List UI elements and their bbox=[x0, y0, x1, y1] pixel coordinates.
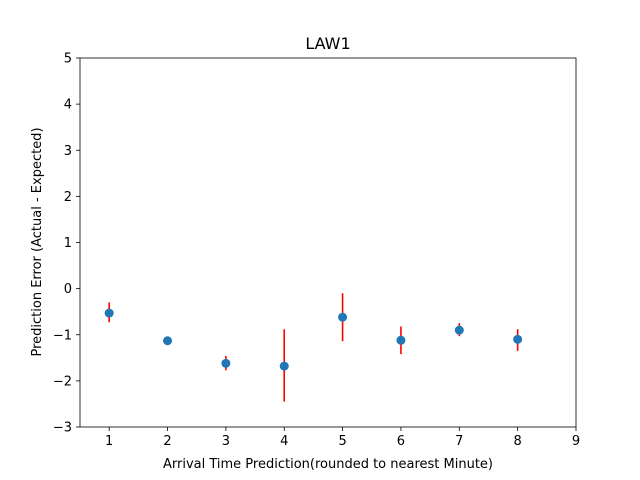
x-axis-label: Arrival Time Prediction(rounded to neare… bbox=[163, 457, 493, 472]
y-tick-label: −2 bbox=[53, 374, 72, 389]
data-point bbox=[279, 361, 289, 371]
y-tick-label: 4 bbox=[64, 98, 72, 113]
plot-frame bbox=[79, 57, 577, 428]
y-tick-label: 0 bbox=[64, 282, 72, 297]
data-point bbox=[104, 308, 114, 318]
x-tick-label: 1 bbox=[105, 434, 113, 449]
y-tick-label: −1 bbox=[53, 328, 72, 343]
y-axis-label: Prediction Error (Actual - Expected) bbox=[30, 127, 45, 356]
y-tick-label: 1 bbox=[64, 236, 72, 251]
data-point bbox=[163, 336, 173, 346]
x-tick-label: 8 bbox=[514, 434, 522, 449]
data-point bbox=[338, 312, 348, 322]
chart-title: LAW1 bbox=[305, 34, 350, 53]
plot-area: 1 2 3 4 5 6 7 8 9 −3 −2 −1 0 1 2 3 4 5 bbox=[53, 52, 580, 450]
x-tick-label: 3 bbox=[222, 434, 230, 449]
x-tick-label: 6 bbox=[397, 434, 405, 449]
y-tick-label: −3 bbox=[53, 421, 72, 436]
x-tick-label: 2 bbox=[163, 434, 171, 449]
y-tick-label: 2 bbox=[64, 190, 72, 205]
y-tick-label: 3 bbox=[64, 144, 72, 159]
data-point bbox=[454, 325, 464, 335]
x-tick-label: 4 bbox=[280, 434, 288, 449]
x-tick-label: 9 bbox=[572, 434, 580, 449]
x-tick-label: 7 bbox=[455, 434, 463, 449]
x-tick-label: 5 bbox=[338, 434, 346, 449]
data-point bbox=[396, 335, 406, 345]
y-tick-label: 5 bbox=[64, 52, 72, 67]
data-point bbox=[513, 334, 523, 344]
data-point bbox=[221, 358, 231, 368]
